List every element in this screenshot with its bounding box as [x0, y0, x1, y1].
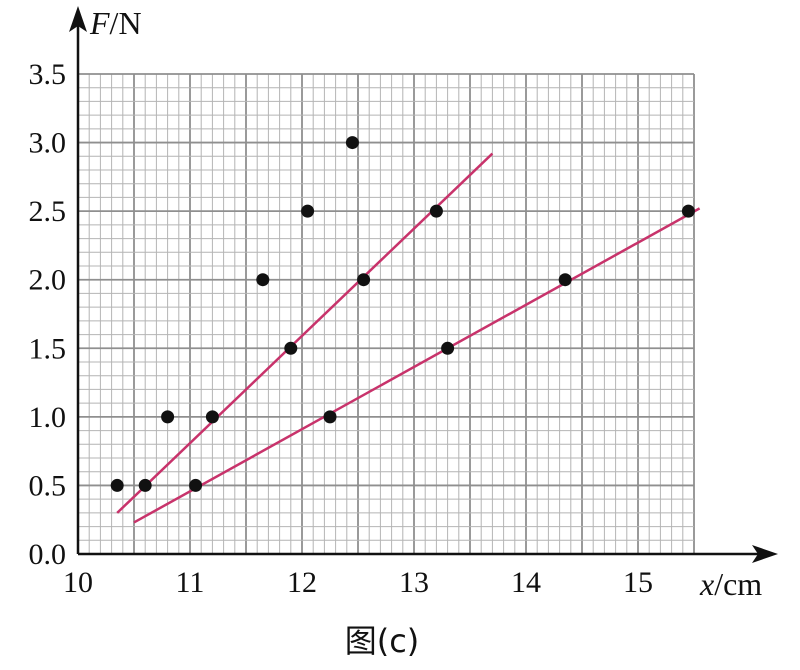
x-axis-arrow [752, 545, 778, 563]
data-point [161, 410, 175, 424]
y-tick-label: 0.5 [29, 469, 67, 502]
fit-line-2 [116, 152, 494, 514]
x-tick-label: 13 [399, 566, 429, 599]
data-point [284, 341, 298, 355]
y-axis-title: F/N [89, 5, 142, 41]
x-axis-title: x/cm [699, 566, 762, 602]
figure-caption: 图(c) [345, 622, 420, 660]
data-points [110, 136, 695, 492]
x-tick-label: 10 [63, 566, 93, 599]
grid [77, 73, 695, 555]
x-tick-label: 11 [176, 566, 205, 599]
data-point [138, 478, 152, 492]
fit-line-3 [133, 207, 701, 524]
data-point [441, 341, 455, 355]
data-point [205, 410, 219, 424]
axes [69, 6, 778, 563]
data-point [256, 273, 270, 287]
y-tick-label: 2.0 [29, 264, 67, 297]
y-axis-arrow [69, 6, 87, 32]
data-point [110, 478, 124, 492]
y-tick-label: 0.0 [29, 538, 67, 571]
tick-labels: 10 11 12 13 14 15 0.0 0.5 1.0 1.5 2.0 2.5 3.0 3.5 [29, 58, 654, 599]
data-point [345, 136, 359, 150]
data-point [357, 273, 371, 287]
data-point [558, 273, 572, 287]
data-point [429, 204, 443, 218]
y-tick-label: 1.0 [29, 401, 67, 434]
y-tick-label: 2.5 [29, 195, 67, 228]
data-point [301, 204, 315, 218]
x-tick-label: 12 [287, 566, 317, 599]
data-point [681, 204, 695, 218]
data-point [323, 410, 337, 424]
y-tick-label: 3.0 [29, 127, 67, 160]
fit-lines [116, 152, 701, 524]
x-tick-label: 14 [511, 566, 541, 599]
data-point [189, 478, 203, 492]
x-tick-label: 15 [623, 566, 653, 599]
y-tick-label: 1.5 [29, 332, 67, 365]
y-tick-label: 3.5 [29, 58, 67, 91]
